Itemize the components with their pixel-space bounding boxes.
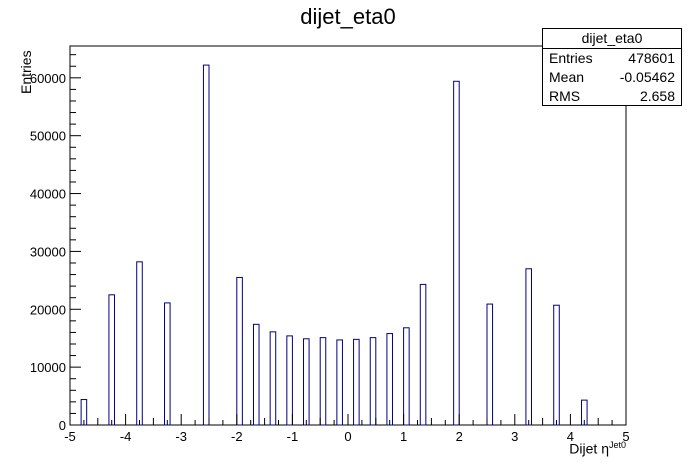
histogram-bar-13: [369, 337, 377, 426]
histogram-bar-11: [336, 339, 343, 426]
stats-box-title: dijet_eta0: [543, 29, 681, 49]
x-tick-label-0: -5: [64, 429, 76, 444]
histogram-bar-16: [419, 283, 427, 426]
stats-value-entries: 478601: [628, 50, 675, 66]
x-tick-label-8: 3: [511, 429, 518, 444]
stats-value-mean: -0.05462: [619, 69, 675, 85]
y-tick-label-6: 60000: [30, 71, 66, 86]
histogram-bar-18: [486, 303, 494, 426]
stats-label-rms: RMS: [549, 88, 581, 104]
bars-group: [80, 64, 588, 426]
histogram-bar-14: [386, 333, 393, 426]
stats-value-rms: 2.658: [639, 88, 675, 104]
histogram-bar-1: [108, 294, 115, 426]
x-tick-label-10: 5: [622, 429, 629, 444]
histogram-bar-8: [286, 335, 293, 426]
y-tick-label-4: 40000: [30, 187, 66, 202]
stats-row-mean: Mean -0.05462: [543, 68, 681, 87]
stats-box: dijet_eta0 Entries 478601 Mean -0.05462 …: [542, 28, 682, 106]
x-tick-label-7: 2: [456, 429, 463, 444]
histogram-bar-17: [453, 80, 460, 426]
histogram-bar-4: [202, 64, 210, 426]
x-tick-label-6: 1: [400, 429, 407, 444]
y-axis-label: Entries: [18, 50, 34, 94]
histogram-bar-6: [252, 323, 260, 426]
x-tick-label-2: -3: [175, 429, 187, 444]
y-tick-label-2: 20000: [30, 302, 66, 317]
histogram-bar-3: [164, 302, 171, 426]
histogram-bar-19: [525, 268, 532, 426]
histogram-bar-20: [553, 304, 560, 426]
x-tick-label-3: -2: [231, 429, 243, 444]
histogram-bar-10: [319, 337, 327, 426]
y-axis: 0 10000 20000 30000 40000 50000 60000: [30, 54, 81, 433]
histogram-bar-15: [403, 327, 410, 426]
histogram-bar-7: [269, 331, 277, 426]
x-tick-label-4: -1: [287, 429, 299, 444]
histogram-bar-9: [303, 338, 310, 426]
x-axis-label-text: Dijet η: [569, 440, 609, 457]
x-tick-label-5: 0: [344, 429, 351, 444]
histogram-bar-2: [136, 261, 143, 426]
stats-label-entries: Entries: [549, 50, 593, 66]
x-axis-label: Dijet ηJet0: [569, 440, 626, 457]
x-axis-label-superscript: Jet0: [608, 440, 626, 450]
x-tick-label-9: 4: [567, 429, 574, 444]
stats-row-rms: RMS 2.658: [543, 87, 681, 106]
stats-label-mean: Mean: [549, 69, 585, 85]
x-tick-label-1: -4: [120, 429, 132, 444]
histogram-bar-12: [353, 338, 360, 426]
y-tick-label-1: 10000: [30, 360, 66, 375]
x-axis: -5 -4 -3 -2 -1 0 1 2 3 4 5: [64, 414, 630, 444]
chart-title: dijet_eta0: [300, 4, 396, 29]
y-tick-label-3: 30000: [30, 244, 66, 259]
stats-row-entries: Entries 478601: [543, 49, 681, 68]
histogram-bar-5: [236, 276, 243, 426]
y-tick-label-5: 50000: [30, 129, 66, 144]
y-tick-label-0: 0: [59, 418, 66, 433]
